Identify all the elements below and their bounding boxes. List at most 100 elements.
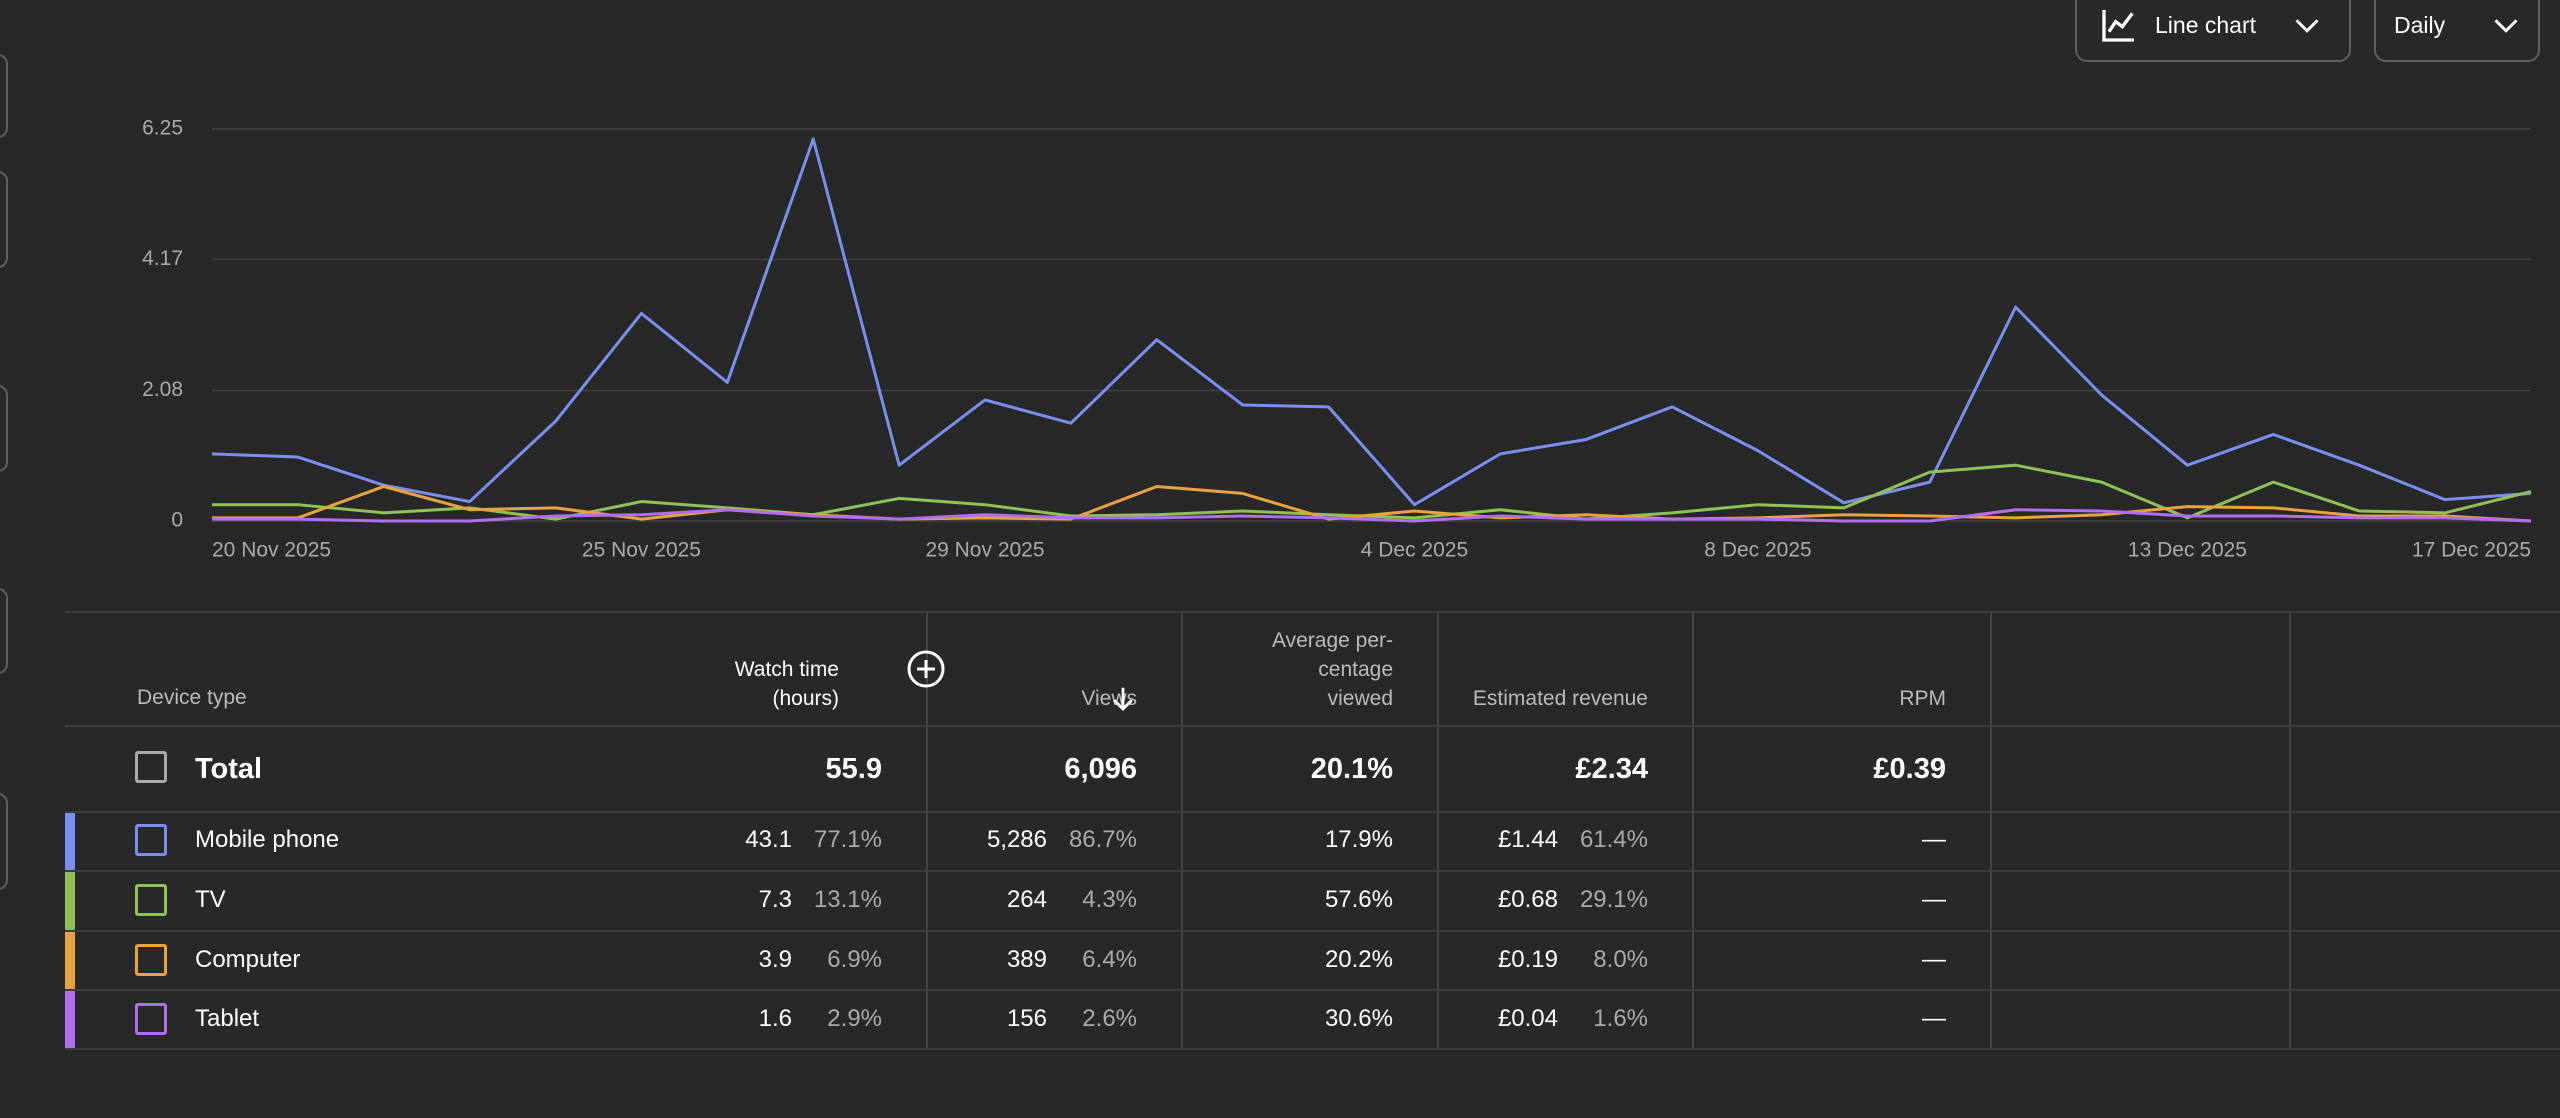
y-tick-label: 2.08	[142, 378, 183, 401]
row-value: 57.6%	[1324, 886, 1393, 913]
y-tick-label: 4.17	[142, 247, 183, 270]
chevron	[2494, 19, 2518, 33]
row-share: 77.1%	[813, 826, 882, 853]
x-tick-label: 4 Dec 2025	[1361, 539, 1468, 562]
row-cell: 7.3 13.1%	[759, 880, 882, 920]
checkbox[interactable]	[135, 944, 167, 976]
series-color-bar	[65, 932, 75, 989]
row-value: 3.9	[758, 946, 792, 973]
y-tick-label: 0	[171, 509, 183, 532]
column-divider	[1692, 611, 1694, 1048]
row-divider	[65, 811, 2560, 813]
total-value: £2.34	[1575, 752, 1648, 785]
row-value: 5,286	[986, 826, 1047, 853]
row-value: —	[1922, 886, 1946, 913]
row-share: 2.9%	[827, 1005, 882, 1032]
row-divider	[65, 611, 2560, 613]
row-value: 17.9%	[1324, 826, 1393, 853]
column-divider	[1990, 611, 1992, 1048]
row-divider	[65, 725, 2560, 727]
dropdown-label: Line chart	[2155, 11, 2257, 38]
row-cell: 264 4.3%	[1007, 880, 1137, 920]
series-line	[212, 485, 2532, 523]
y-tick-label: 6.25	[142, 117, 183, 140]
row-value: 389	[1006, 946, 1047, 973]
series-line	[211, 137, 2532, 507]
row-label: Computer	[195, 946, 301, 973]
row-cell: 5,286 86.7%	[987, 820, 1137, 860]
checkbox[interactable]	[135, 884, 167, 916]
row-label: Tablet	[195, 1005, 260, 1032]
row-value: 30.6%	[1324, 1005, 1393, 1032]
row-share: 1.6%	[1593, 1005, 1648, 1032]
row-value: —	[1922, 1005, 1946, 1032]
chevron	[2295, 19, 2319, 33]
row-value: 264	[1006, 886, 1047, 913]
row-value: 20.2%	[1324, 946, 1393, 973]
row-value: 1.6	[758, 1005, 792, 1032]
sort-arrow[interactable]	[1108, 684, 1138, 714]
row-cell: —	[1922, 940, 1946, 980]
row-cell: —	[1922, 880, 1946, 920]
row-value: —	[1922, 946, 1946, 973]
row-cell: 30.6%	[1325, 999, 1393, 1039]
row-cell: £0.19 8.0%	[1498, 940, 1648, 980]
row-label: Mobile phone	[195, 826, 340, 853]
checkbox[interactable]	[135, 1003, 167, 1035]
column-header: Average per-centage viewed	[1271, 629, 1393, 710]
total-value: 6,096	[1064, 752, 1137, 785]
row-value: £1.44	[1497, 826, 1558, 853]
line-chart-icon	[2102, 10, 2134, 42]
row-cell: £0.04 1.6%	[1498, 999, 1648, 1039]
total-value: £0.39	[1873, 752, 1946, 785]
x-tick-label: 29 Nov 2025	[925, 539, 1044, 562]
chart-type-dropdown[interactable]: Line chart	[2075, 0, 2351, 62]
total-label: Total	[195, 753, 263, 785]
total-value: 55.9	[825, 752, 882, 785]
row-cell: £1.44 61.4%	[1498, 820, 1648, 860]
row-share: 29.1%	[1579, 886, 1648, 913]
checkbox[interactable]	[135, 824, 167, 856]
row-divider	[65, 989, 2560, 991]
add-metric-button[interactable]	[906, 649, 946, 689]
column-divider	[1181, 611, 1183, 1048]
dropdown-label: Daily	[2394, 11, 2446, 38]
column-divider	[1437, 611, 1439, 1048]
row-share: 6.9%	[827, 946, 882, 973]
column-header: RPM	[1899, 687, 1946, 710]
x-tick-label: 13 Dec 2025	[2128, 539, 2247, 562]
row-divider	[65, 870, 2560, 872]
row-share: 13.1%	[813, 886, 882, 913]
row-value: £0.19	[1497, 946, 1558, 973]
row-value: 156	[1006, 1005, 1047, 1032]
row-share: 86.7%	[1068, 826, 1137, 853]
checkbox[interactable]	[135, 751, 167, 783]
row-cell: £0.68 29.1%	[1498, 880, 1648, 920]
row-divider	[65, 930, 2560, 932]
row-cell: 20.2%	[1325, 940, 1393, 980]
row-share: 2.6%	[1082, 1005, 1137, 1032]
row-cell: 156 2.6%	[1007, 999, 1137, 1039]
row-value: 7.3	[758, 886, 792, 913]
column-header: Watch time (hours)	[734, 658, 839, 710]
column-divider	[2289, 611, 2291, 1048]
row-label: TV	[195, 886, 226, 913]
row-share: 6.4%	[1082, 946, 1137, 973]
row-cell: 1.6 2.9%	[759, 999, 882, 1039]
total-value: 20.1%	[1310, 752, 1393, 785]
column-header: Views	[1081, 687, 1137, 710]
row-value: £0.68	[1497, 886, 1558, 913]
row-cell: 43.1 77.1%	[745, 820, 882, 860]
row-cell: 57.6%	[1325, 880, 1393, 920]
row-cell: 17.9%	[1325, 820, 1393, 860]
column-header: Device type	[137, 686, 247, 709]
row-value: £0.04	[1497, 1005, 1558, 1032]
column-divider	[926, 611, 928, 1048]
x-tick-label: 8 Dec 2025	[1704, 539, 1811, 562]
series-color-bar	[65, 872, 75, 930]
row-share: 8.0%	[1593, 946, 1648, 973]
interval-dropdown[interactable]: Daily	[2374, 0, 2540, 62]
series-line	[212, 463, 2532, 521]
